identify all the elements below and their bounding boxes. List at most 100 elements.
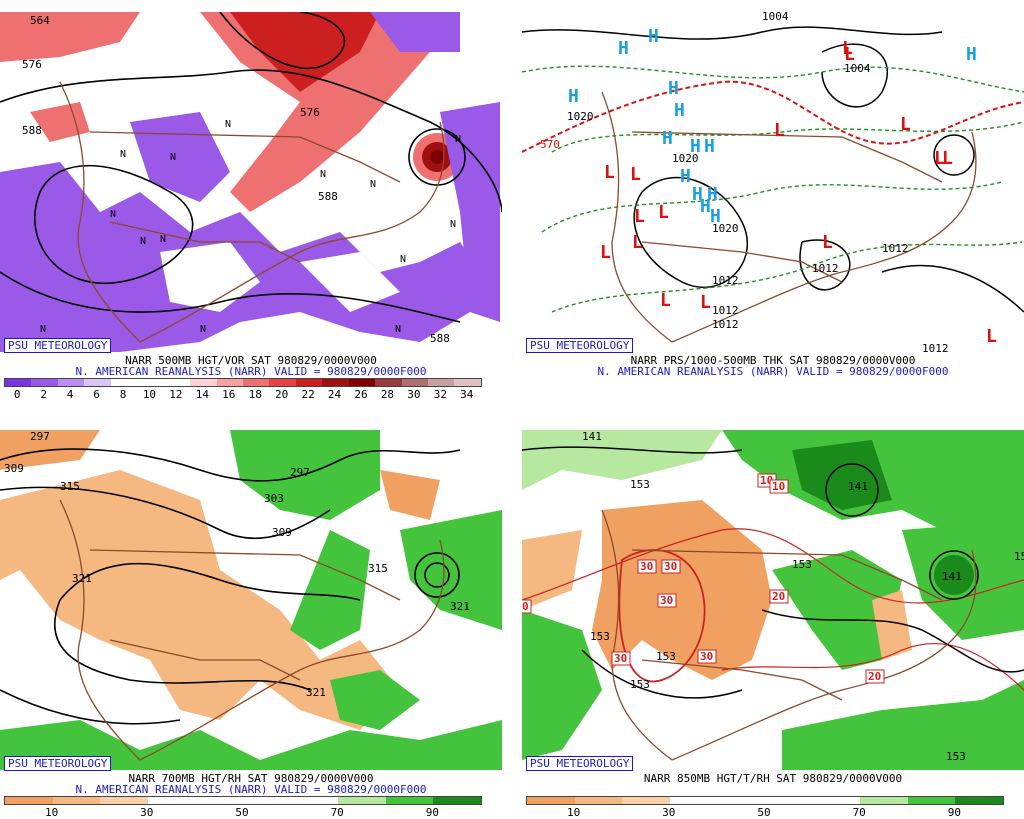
- high-pressure-marker: H: [710, 206, 721, 227]
- colorbar-swatch: [57, 379, 85, 386]
- isobar-label: 1012: [812, 262, 839, 275]
- colorbar-swatch: [295, 379, 323, 386]
- colorbar-swatch: [764, 797, 813, 804]
- colorbar-swatch: [428, 379, 455, 386]
- colorbar-tick-label: 70: [330, 806, 344, 819]
- high-pressure-marker: H: [680, 166, 691, 187]
- isotherm-label-box: [865, 669, 885, 684]
- colorbar-tick-label: 90: [425, 806, 440, 819]
- vort-min-area: [440, 102, 500, 322]
- low-pressure-marker: L: [774, 120, 785, 141]
- contour-label: 153: [630, 678, 650, 691]
- isotherm-label: 30: [660, 594, 673, 607]
- contour-label: 297: [290, 466, 310, 479]
- moist-core: [934, 555, 974, 595]
- colorbar-tick-label: 28: [380, 388, 395, 401]
- border: [631, 131, 943, 183]
- height-contour: [219, 12, 346, 70]
- colorbar-swatch: [433, 797, 481, 804]
- contour-label: 303: [264, 492, 284, 505]
- colorbar-swatch: [338, 797, 386, 804]
- isobar-label: 1020: [712, 222, 739, 235]
- map-850mb: 141 153 153 153 141 141 153 153 153 153 10 30 30 30 30…: [522, 430, 1024, 770]
- vort-center-marker: N: [170, 152, 176, 163]
- isotherm-label-box: [637, 559, 657, 574]
- isobar-label: 1012: [712, 274, 739, 287]
- contour-label: 588: [22, 124, 42, 137]
- height-contour: [424, 562, 450, 588]
- coastline: [139, 121, 445, 343]
- moist-area: [400, 510, 502, 630]
- moist-area: [522, 430, 722, 490]
- psu-badge: PSU METEOROLOGY: [4, 338, 112, 353]
- high-pressure-marker: H: [692, 184, 703, 205]
- isotherm: [618, 549, 706, 683]
- temperature-contours: [522, 528, 1024, 691]
- moist-area: [330, 670, 420, 730]
- vort-center-marker: N: [160, 234, 166, 245]
- height-contour: [522, 446, 743, 454]
- height-contour: [825, 463, 879, 517]
- dry-area: [592, 500, 772, 680]
- colorbar-swatch: [195, 797, 243, 804]
- low-pressure-marker: L: [942, 148, 953, 169]
- border: [89, 549, 401, 601]
- high-pressure-marker: H: [674, 100, 685, 121]
- geo-outlines: [59, 81, 445, 343]
- colorbar-tick-label: 18: [248, 388, 262, 401]
- isotherm-label-box: [611, 651, 631, 666]
- low-pressure-marker: L: [658, 202, 669, 223]
- isotherm-label-box: [769, 589, 789, 604]
- coastline: [671, 131, 977, 343]
- vort-center-marker: N: [120, 149, 126, 160]
- isobar-label: 1012: [882, 242, 909, 255]
- colorbar-swatch: [717, 797, 765, 804]
- isotherm-label: 0: [522, 600, 529, 613]
- vort-center-marker: N: [40, 324, 46, 335]
- isobars: [522, 26, 1024, 313]
- colorbar-tick-label: 70: [852, 806, 866, 819]
- colorbar-rh: [4, 796, 482, 805]
- colorbar-labels: 10 30 50 70 90: [526, 806, 1002, 819]
- colorbar-swatch: [322, 379, 349, 386]
- colorbar-tick-label: 16: [222, 388, 236, 401]
- isotherm-label-box: [657, 593, 677, 608]
- isotherm-label: 30: [700, 650, 713, 663]
- colorbar-swatch: [622, 797, 670, 804]
- low-pressure-marker: L: [604, 162, 615, 183]
- colorbar-labels: 0 2 4 6 8 10 12 14 16 18 20 22 24 26 28 30 32 34: [4, 388, 480, 401]
- contour-label: 153: [792, 558, 812, 571]
- colorbar-swatch: [31, 379, 58, 386]
- low-pressure-marker: L: [822, 232, 833, 253]
- colorbar-tick-label: 2: [40, 388, 47, 401]
- contour-label: 309: [272, 526, 292, 539]
- geo-outlines: [601, 509, 977, 761]
- vort-center-marker: N: [370, 179, 376, 190]
- colorbar-tick-label: 10: [566, 806, 581, 819]
- colorbar-swatch: [574, 797, 623, 804]
- isobar: [933, 134, 975, 176]
- low-pressure-marker: L: [632, 232, 643, 253]
- height-contours: [522, 446, 1024, 699]
- border: [89, 131, 401, 183]
- colorbar-tick-label: 30: [407, 388, 421, 401]
- neutral-area: [160, 242, 260, 312]
- height-contours: [0, 12, 502, 323]
- isotherm: [721, 642, 1024, 691]
- vort-max-area: [0, 12, 140, 62]
- contour-label: 153: [946, 750, 966, 763]
- vort-min-area: [370, 12, 460, 52]
- moist-area: [772, 550, 902, 670]
- colorbar-swatch: [242, 797, 291, 804]
- colorbar-swatch: [348, 379, 376, 386]
- isobar-label: 1020: [567, 110, 594, 123]
- isotherm-label-box: [661, 559, 681, 574]
- colorbar-swatch: [290, 797, 339, 804]
- panel-700mb-rh: 297 309 315 321 297 303 309 315 321 321 PSU METEO…: [0, 418, 502, 819]
- height-contour: [929, 550, 979, 600]
- contour-label: 153: [590, 630, 610, 643]
- neutral-area: [300, 252, 400, 312]
- isotherm-label-box: [769, 479, 789, 494]
- colorbar-tick-label: 24: [327, 388, 342, 401]
- panel-caption: NARR 500MB HGT/VOR SAT 980829/0000V000: [125, 354, 377, 367]
